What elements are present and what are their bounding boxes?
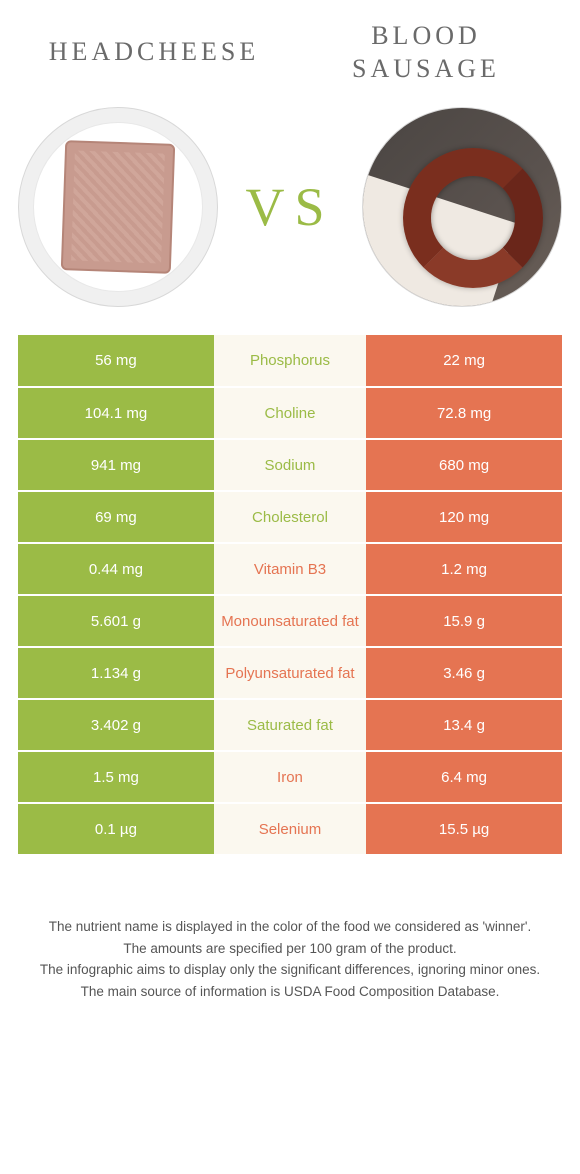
nutrient-name: Selenium [214, 803, 366, 855]
nutrient-name: Phosphorus [214, 335, 366, 387]
title-right-line1: BLOOD [371, 21, 481, 50]
right-value: 680 mg [366, 439, 562, 491]
left-value: 104.1 mg [18, 387, 214, 439]
headcheese-image [18, 107, 218, 307]
table-row: 104.1 mgCholine72.8 mg [18, 387, 562, 439]
right-value: 15.5 µg [366, 803, 562, 855]
table-row: 3.402 gSaturated fat13.4 g [18, 699, 562, 751]
title-right: BLOOD SAUSAGE [290, 20, 562, 85]
nutrient-name: Saturated fat [214, 699, 366, 751]
title-left: HEADCHEESE [18, 36, 290, 69]
table-row: 5.601 gMonounsaturated fat15.9 g [18, 595, 562, 647]
left-value: 941 mg [18, 439, 214, 491]
nutrient-name: Iron [214, 751, 366, 803]
right-value: 22 mg [366, 335, 562, 387]
nutrient-name: Sodium [214, 439, 366, 491]
left-value: 56 mg [18, 335, 214, 387]
left-value: 0.44 mg [18, 543, 214, 595]
nutrient-table: 56 mgPhosphorus22 mg104.1 mgCholine72.8 … [18, 335, 562, 856]
header-row: HEADCHEESE BLOOD SAUSAGE [18, 20, 562, 85]
vs-label: VS [218, 176, 362, 238]
right-value: 1.2 mg [366, 543, 562, 595]
right-value: 3.46 g [366, 647, 562, 699]
footnote-line: The amounts are specified per 100 gram o… [18, 938, 562, 960]
left-value: 1.134 g [18, 647, 214, 699]
table-row: 56 mgPhosphorus22 mg [18, 335, 562, 387]
table-row: 0.1 µgSelenium15.5 µg [18, 803, 562, 855]
table-row: 69 mgCholesterol120 mg [18, 491, 562, 543]
left-value: 5.601 g [18, 595, 214, 647]
left-value: 3.402 g [18, 699, 214, 751]
right-value: 120 mg [366, 491, 562, 543]
blood-sausage-image [362, 107, 562, 307]
nutrient-name: Monounsaturated fat [214, 595, 366, 647]
footnote-line: The nutrient name is displayed in the co… [18, 916, 562, 938]
table-row: 1.5 mgIron6.4 mg [18, 751, 562, 803]
nutrient-name: Polyunsaturated fat [214, 647, 366, 699]
table-row: 941 mgSodium680 mg [18, 439, 562, 491]
table-row: 0.44 mgVitamin B31.2 mg [18, 543, 562, 595]
nutrient-name: Vitamin B3 [214, 543, 366, 595]
right-value: 72.8 mg [366, 387, 562, 439]
title-right-line2: SAUSAGE [352, 54, 500, 83]
right-value: 6.4 mg [366, 751, 562, 803]
images-row: VS [18, 107, 562, 307]
table-row: 1.134 gPolyunsaturated fat3.46 g [18, 647, 562, 699]
footnotes: The nutrient name is displayed in the co… [18, 916, 562, 1002]
nutrient-name: Choline [214, 387, 366, 439]
footnote-line: The main source of information is USDA F… [18, 981, 562, 1003]
left-value: 0.1 µg [18, 803, 214, 855]
right-value: 13.4 g [366, 699, 562, 751]
nutrient-name: Cholesterol [214, 491, 366, 543]
footnote-line: The infographic aims to display only the… [18, 959, 562, 981]
left-value: 69 mg [18, 491, 214, 543]
left-value: 1.5 mg [18, 751, 214, 803]
right-value: 15.9 g [366, 595, 562, 647]
